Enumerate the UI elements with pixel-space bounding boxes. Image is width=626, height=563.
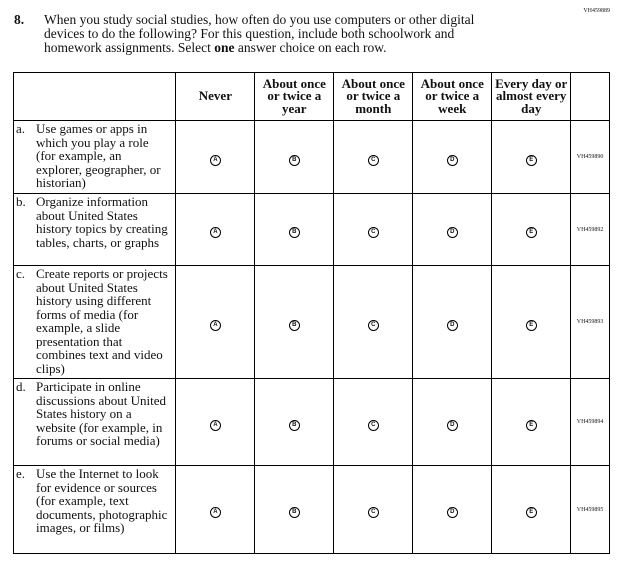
- answer-bubble[interactable]: E: [525, 319, 537, 331]
- option-cell: E: [491, 193, 572, 266]
- option-cell: D: [412, 265, 493, 379]
- column-header: About once or twice a year: [254, 72, 335, 121]
- option-cell: C: [333, 265, 414, 379]
- option-cell: B: [254, 378, 335, 466]
- answer-bubble[interactable]: D: [446, 507, 458, 518]
- option-cell: D: [412, 193, 493, 266]
- row-id: VH459892: [570, 193, 610, 266]
- question-row: c. Create reports or projects about Unite…: [12, 265, 610, 379]
- row-label: d. Participate in online discussions abou…: [12, 378, 177, 466]
- question-text-part: answer choice on each row.: [234, 40, 387, 55]
- answer-bubble[interactable]: E: [525, 154, 537, 166]
- question-row: a. Use games or apps in which you play a …: [12, 120, 610, 194]
- option-cell: B: [254, 465, 335, 554]
- answer-bubble[interactable]: A: [209, 319, 221, 331]
- option-cell: E: [491, 378, 572, 466]
- answer-bubble[interactable]: C: [367, 419, 379, 431]
- answer-bubble[interactable]: C: [367, 227, 379, 238]
- answer-bubble[interactable]: A: [209, 154, 221, 166]
- answer-bubble[interactable]: C: [367, 319, 379, 331]
- row-label: c. Create reports or projects about Unite…: [12, 265, 177, 379]
- row-label: e. Use the Internet to look for evidence …: [12, 465, 177, 554]
- answer-bubble[interactable]: B: [288, 507, 300, 518]
- option-cell: D: [412, 465, 493, 554]
- row-text: Use games or apps in which you play a ro…: [36, 121, 161, 190]
- column-header: About once or twice a month: [333, 72, 414, 121]
- option-cell: D: [412, 378, 493, 466]
- row-id: VH459895: [570, 465, 610, 554]
- header-cell: [12, 72, 177, 121]
- answer-bubble[interactable]: D: [446, 227, 458, 238]
- header-cell: [570, 72, 610, 121]
- row-id: VH459890: [570, 120, 610, 194]
- question-text-part: When you study social studies, how often…: [44, 12, 475, 55]
- answer-bubble[interactable]: E: [525, 227, 537, 238]
- row-text: Use the Internet to look for evidence or…: [36, 466, 168, 535]
- option-cell: A: [175, 265, 256, 379]
- question-row: d. Participate in online discussions abou…: [12, 378, 610, 466]
- column-header: About once or twice a week: [412, 72, 493, 121]
- answer-bubble[interactable]: C: [367, 154, 379, 166]
- answer-bubble[interactable]: B: [288, 419, 300, 431]
- answer-bubble[interactable]: A: [209, 507, 221, 518]
- question: 8. When you study social studies, how of…: [14, 13, 514, 55]
- row-label: a. Use games or apps in which you play a …: [12, 120, 177, 194]
- row-letter: e.: [16, 466, 26, 481]
- row-label: b. Organize information about United Stat…: [12, 193, 177, 266]
- row-letter: b.: [16, 194, 26, 209]
- answer-bubble[interactable]: B: [288, 154, 300, 166]
- row-text: Participate in online discussions about …: [36, 379, 166, 448]
- option-cell: C: [333, 120, 414, 194]
- answer-bubble[interactable]: D: [446, 154, 458, 166]
- answer-bubble[interactable]: A: [209, 419, 221, 431]
- question-row: b. Organize information about United Stat…: [12, 193, 610, 266]
- answer-bubble[interactable]: D: [446, 319, 458, 331]
- form-id: VH459889: [583, 8, 610, 14]
- column-header: Every day or almost every day: [491, 72, 572, 121]
- question-number: 8.: [14, 12, 25, 27]
- row-id: VH459894: [570, 378, 610, 466]
- row-id: VH459893: [570, 265, 610, 379]
- option-cell: D: [412, 120, 493, 194]
- answer-bubble[interactable]: E: [525, 507, 537, 518]
- row-text: Organize information about United States…: [36, 194, 168, 250]
- option-cell: C: [333, 378, 414, 466]
- answer-bubble[interactable]: A: [209, 227, 221, 238]
- option-cell: C: [333, 193, 414, 266]
- option-cell: B: [254, 265, 335, 379]
- option-cell: A: [175, 465, 256, 554]
- option-cell: C: [333, 465, 414, 554]
- question-emphasis: one: [214, 40, 235, 55]
- question-row: e. Use the Internet to look for evidence …: [12, 465, 610, 554]
- row-letter: c.: [16, 266, 26, 281]
- answer-bubble[interactable]: C: [367, 507, 379, 518]
- answer-bubble[interactable]: B: [288, 319, 300, 331]
- row-letter: a.: [16, 121, 26, 136]
- option-cell: A: [175, 378, 256, 466]
- answer-grid: Never About once or twice a year About onc…: [12, 72, 610, 554]
- option-cell: B: [254, 120, 335, 194]
- option-cell: B: [254, 193, 335, 266]
- option-cell: E: [491, 465, 572, 554]
- answer-bubble[interactable]: B: [288, 227, 300, 238]
- row-text: Create reports or projects about United …: [36, 266, 168, 376]
- option-cell: A: [175, 193, 256, 266]
- option-cell: A: [175, 120, 256, 194]
- option-cell: E: [491, 120, 572, 194]
- option-cell: E: [491, 265, 572, 379]
- answer-bubble[interactable]: D: [446, 419, 458, 431]
- column-header: Never: [175, 72, 256, 121]
- header-row: Never About once or twice a year About onc…: [12, 72, 610, 121]
- answer-bubble[interactable]: E: [525, 419, 537, 431]
- row-letter: d.: [16, 379, 26, 394]
- question-text: When you study social studies, how often…: [44, 13, 514, 55]
